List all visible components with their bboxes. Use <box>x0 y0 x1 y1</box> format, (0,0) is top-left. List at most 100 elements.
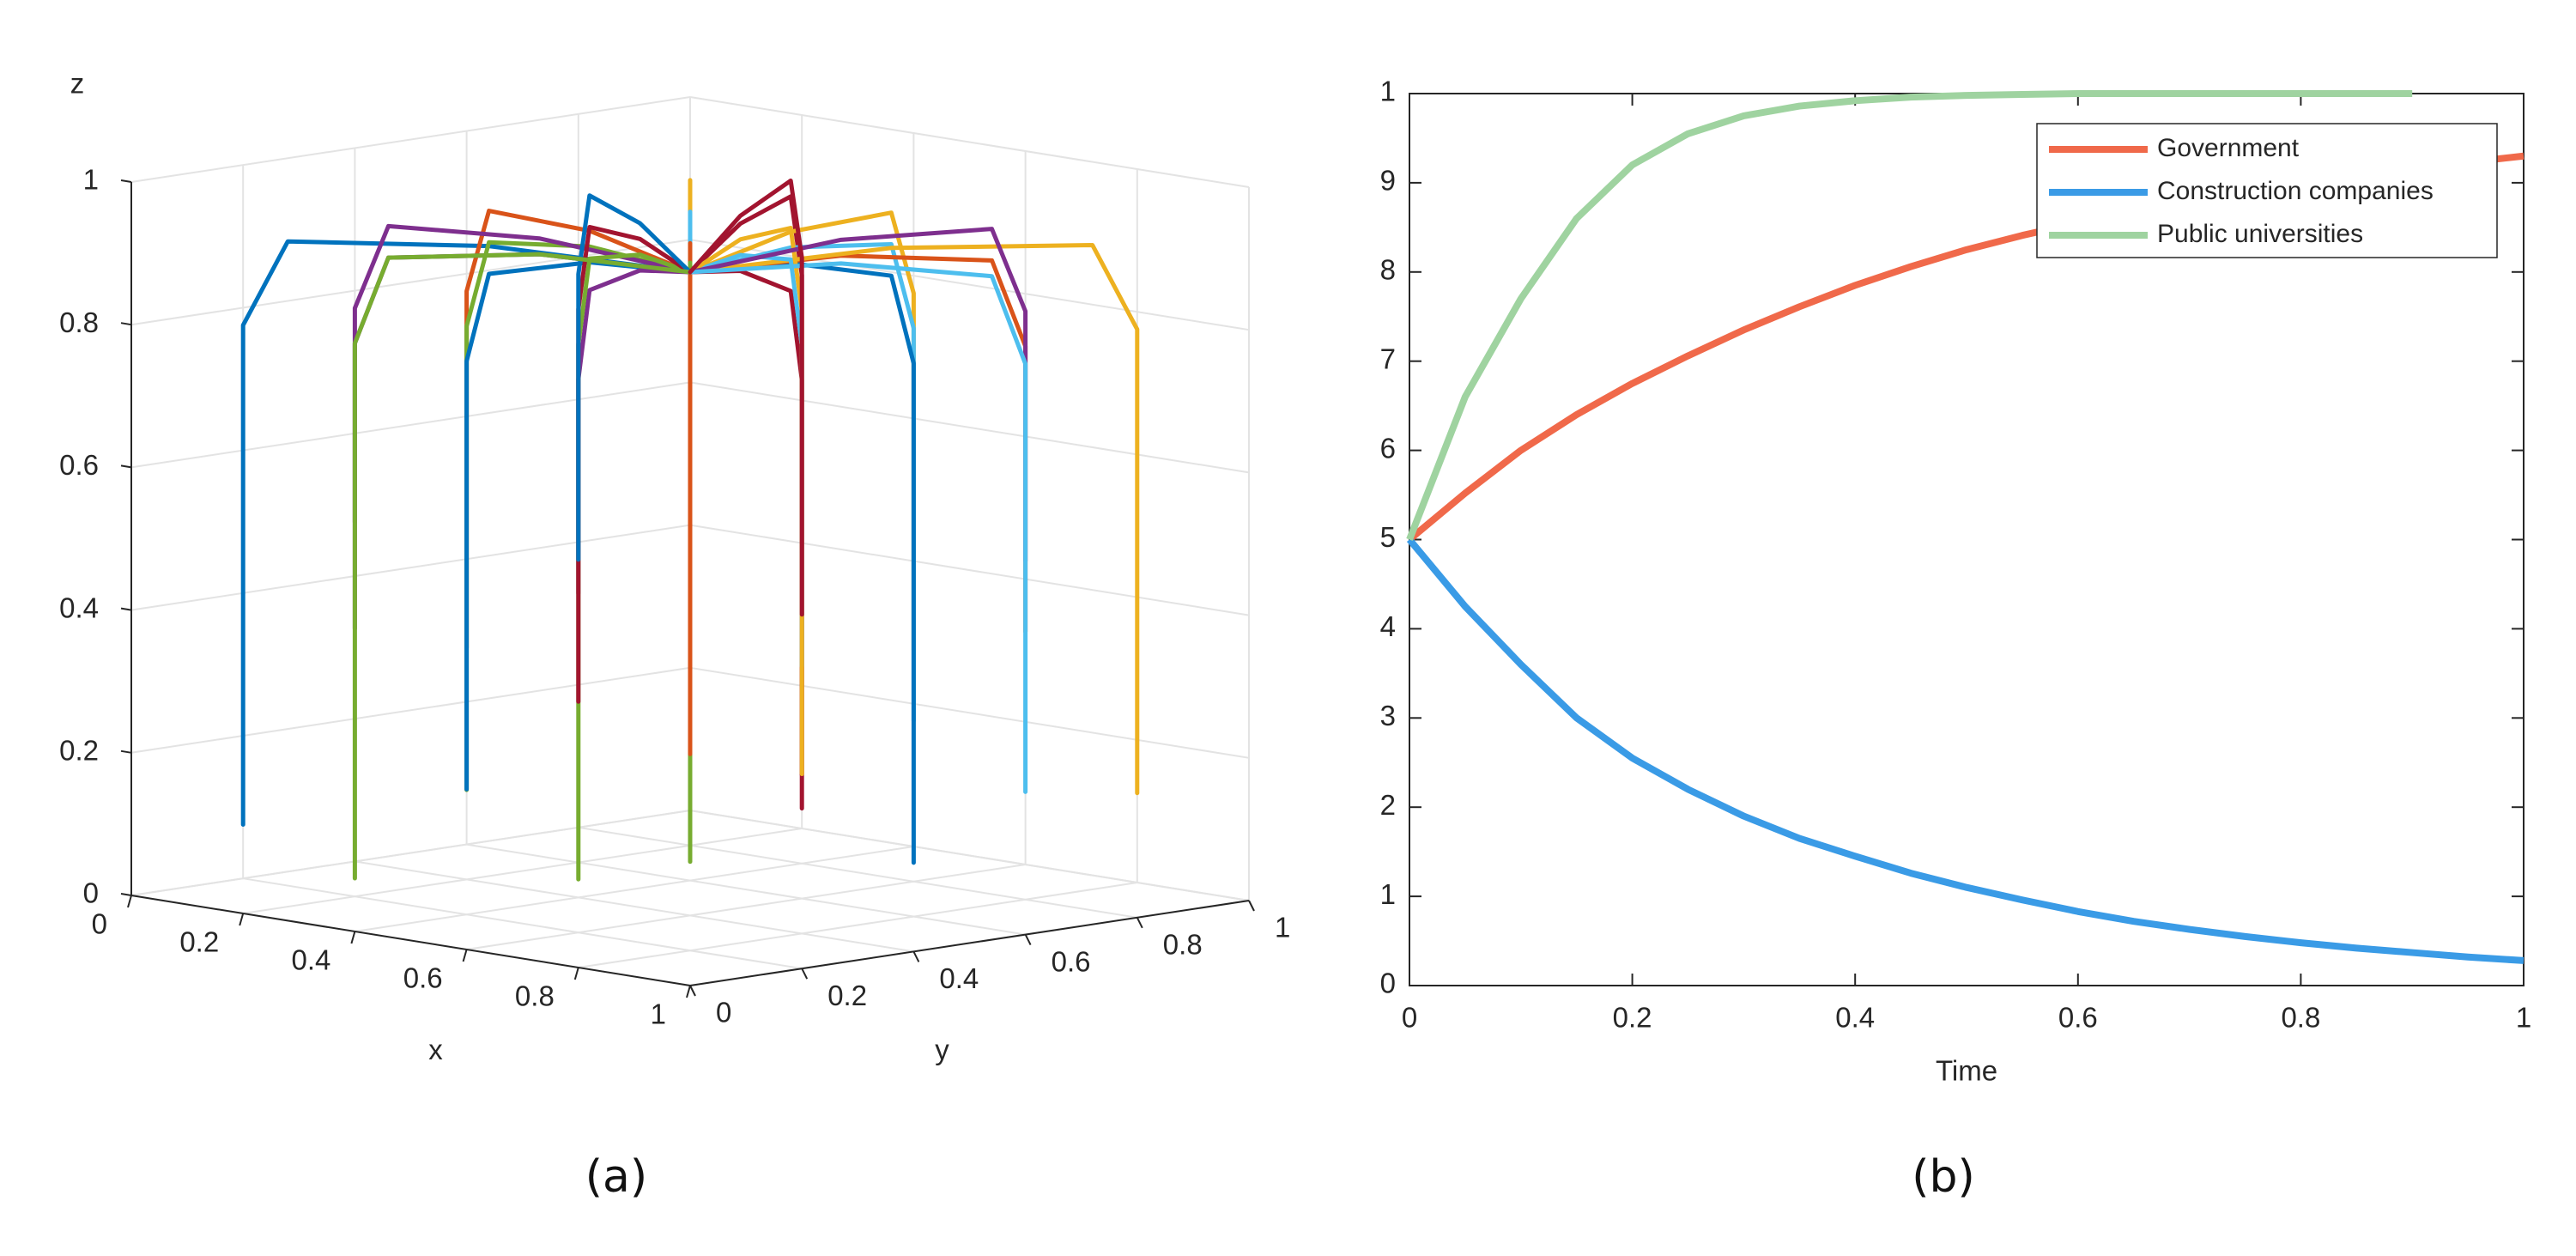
trajectory <box>576 252 693 882</box>
grid-line <box>689 810 1250 901</box>
tick-mark <box>120 749 132 754</box>
grid-line <box>689 239 1250 331</box>
trajectory <box>352 252 693 881</box>
tick-mark <box>1136 917 1143 929</box>
y-tick-label: 3 <box>1380 700 1396 731</box>
tick-mark <box>239 913 245 926</box>
grid-line <box>355 846 914 932</box>
trajectory <box>688 227 1028 563</box>
tick-mark <box>912 950 920 962</box>
x-tick-label: 1 <box>651 998 666 1030</box>
trajectory <box>688 226 804 777</box>
trajectory <box>688 194 804 777</box>
caption: (b) <box>1912 1151 1975 1203</box>
axis-line <box>130 895 691 986</box>
tick-mark <box>801 968 809 980</box>
y-tick-label: 1 <box>1380 878 1396 910</box>
tick-mark <box>1248 900 1255 912</box>
x-tick-label: 0.4 <box>1835 1002 1875 1034</box>
y-tick-label: 0 <box>716 997 731 1028</box>
grid-line <box>466 864 1026 950</box>
trajectory <box>688 178 804 617</box>
grid-line <box>243 877 803 970</box>
trajectory <box>352 252 693 631</box>
tick-mark <box>573 967 579 980</box>
z-tick-label: 0 <box>83 877 99 909</box>
tick-mark <box>120 607 132 611</box>
x-tick-label: 0 <box>92 908 107 940</box>
y-tick-label: 1 <box>1380 76 1396 107</box>
y-tick-label: 4 <box>1380 610 1396 642</box>
tick-mark <box>350 931 356 944</box>
tick-mark <box>127 895 132 908</box>
z-axis-label: z <box>70 68 85 100</box>
trajectory <box>688 252 804 669</box>
y-tick-label: 9 <box>1380 165 1396 197</box>
y-tick-label: 0 <box>1380 968 1396 999</box>
grid-line <box>578 882 1137 968</box>
grid-line <box>466 843 1026 936</box>
grid-line <box>243 828 803 914</box>
x-tick-label: 0.6 <box>403 962 443 994</box>
tick-mark <box>120 179 132 183</box>
grid-line <box>578 826 1137 919</box>
x-tick-label: 1 <box>2516 1002 2531 1034</box>
caption: (a) <box>585 1151 647 1203</box>
y-tick-label: 8 <box>1380 254 1396 286</box>
tick-mark <box>120 464 132 469</box>
trajectory <box>688 253 1028 634</box>
grid-line <box>689 524 1250 616</box>
x-tick-label: 0.2 <box>1613 1002 1652 1034</box>
y-tick-label: 5 <box>1380 521 1396 553</box>
x-axis-label: Time <box>1936 1055 1997 1087</box>
trajectory <box>576 224 693 704</box>
z-tick-label: 0.8 <box>59 306 99 338</box>
z-tick-label: 0.2 <box>59 735 99 767</box>
tick-mark <box>686 985 691 998</box>
x-tick-label: 0 <box>1402 1002 1417 1034</box>
series-line <box>1406 90 2413 541</box>
x-tick-label: 0.6 <box>2058 1002 2098 1034</box>
y-axis-label: y <box>935 1034 949 1065</box>
legend-label: Public universities <box>2157 220 2363 248</box>
grid-line <box>130 810 691 896</box>
grid-line <box>130 524 691 611</box>
grid-line <box>130 96 691 183</box>
grid-line <box>130 239 691 326</box>
x-tick-label: 0.8 <box>2281 1002 2320 1034</box>
grid-line <box>355 860 914 953</box>
trajectory <box>576 193 693 562</box>
z-tick-label: 0.6 <box>59 449 99 481</box>
grid-line <box>689 96 1250 188</box>
legend-label: Construction companies <box>2157 177 2434 205</box>
z-tick-label: 0.4 <box>59 592 99 623</box>
y-tick-label: 1 <box>1275 912 1290 944</box>
y-tick-label: 2 <box>1380 789 1396 821</box>
x-tick-label: 0.4 <box>292 944 331 976</box>
grid-line <box>689 666 1250 759</box>
z-tick-label: 1 <box>83 164 99 196</box>
series-line <box>1406 537 2524 964</box>
y-tick-label: 0.8 <box>1163 929 1203 961</box>
legend-label: Government <box>2157 134 2300 162</box>
grid-line <box>130 666 691 754</box>
tick-mark <box>120 893 132 896</box>
y-tick-label: 0.2 <box>827 980 867 1011</box>
tick-mark <box>689 985 696 997</box>
x-axis-label: x <box>428 1034 443 1065</box>
x-tick-label: 0.8 <box>515 980 555 1012</box>
trajectory <box>576 268 693 596</box>
y-tick-label: 0.4 <box>939 962 979 994</box>
tick-mark <box>120 322 132 326</box>
y-tick-label: 6 <box>1380 432 1396 464</box>
y-tick-label: 0.6 <box>1052 945 1091 977</box>
grid-line <box>689 381 1250 474</box>
tick-mark <box>1024 934 1032 946</box>
trajectory <box>688 261 1028 794</box>
y-tick-label: 7 <box>1380 343 1396 374</box>
tick-mark <box>462 949 468 962</box>
x-tick-label: 0.2 <box>179 926 219 958</box>
axis-line <box>689 900 1250 986</box>
trajectory <box>688 243 1140 796</box>
